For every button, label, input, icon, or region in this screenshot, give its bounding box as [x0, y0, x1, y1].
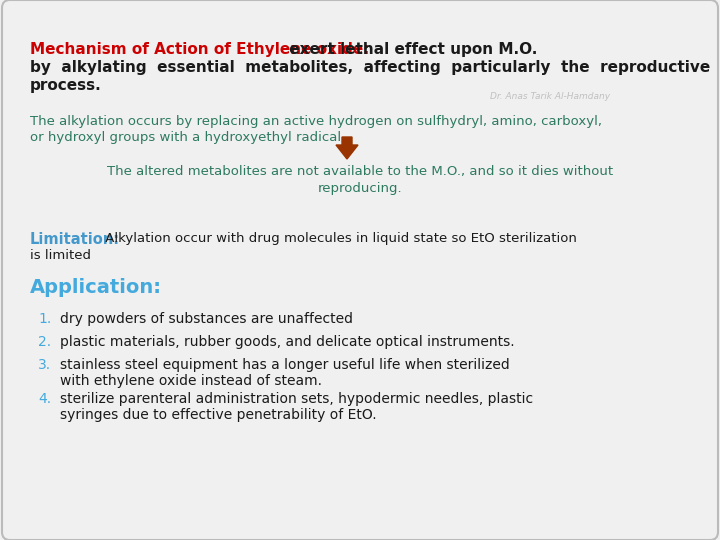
Text: with ethylene oxide instead of steam.: with ethylene oxide instead of steam.: [60, 374, 322, 388]
Text: or hydroxyl groups with a hydroxyethyl radical: or hydroxyl groups with a hydroxyethyl r…: [30, 131, 341, 144]
Text: dry powders of substances are unaffected: dry powders of substances are unaffected: [60, 312, 353, 326]
Text: 3.: 3.: [38, 358, 51, 372]
Text: Limitation:: Limitation:: [30, 232, 120, 247]
Text: The altered metabolites are not available to the M.O., and so it dies without: The altered metabolites are not availabl…: [107, 165, 613, 178]
Text: by  alkylating  essential  metabolites,  affecting  particularly  the  reproduct: by alkylating essential metabolites, aff…: [30, 60, 710, 75]
Text: process.: process.: [30, 78, 102, 93]
Text: Application:: Application:: [30, 278, 162, 297]
Text: reproducing.: reproducing.: [318, 182, 402, 195]
Text: 4.: 4.: [38, 392, 51, 406]
Text: The alkylation occurs by replacing an active hydrogen on sulfhydryl, amino, carb: The alkylation occurs by replacing an ac…: [30, 115, 602, 128]
Text: plastic materials, rubber goods, and delicate optical instruments.: plastic materials, rubber goods, and del…: [60, 335, 515, 349]
Text: exert lethal effect upon M.O.: exert lethal effect upon M.O.: [284, 42, 537, 57]
Text: Dr. Anas Tarik Al-Hamdany: Dr. Anas Tarik Al-Hamdany: [490, 92, 610, 101]
Text: 1.: 1.: [38, 312, 51, 326]
Text: 2.: 2.: [38, 335, 51, 349]
Text: Alkylation occur with drug molecules in liquid state so EtO sterilization: Alkylation occur with drug molecules in …: [101, 232, 577, 245]
Text: is limited: is limited: [30, 249, 91, 262]
Text: sterilize parenteral administration sets, hypodermic needles, plastic: sterilize parenteral administration sets…: [60, 392, 533, 406]
FancyArrow shape: [336, 137, 358, 159]
Text: Mechanism of Action of Ethylene oxide:: Mechanism of Action of Ethylene oxide:: [30, 42, 369, 57]
Text: syringes due to effective penetrability of EtO.: syringes due to effective penetrability …: [60, 408, 377, 422]
Text: stainless steel equipment has a longer useful life when sterilized: stainless steel equipment has a longer u…: [60, 358, 510, 372]
